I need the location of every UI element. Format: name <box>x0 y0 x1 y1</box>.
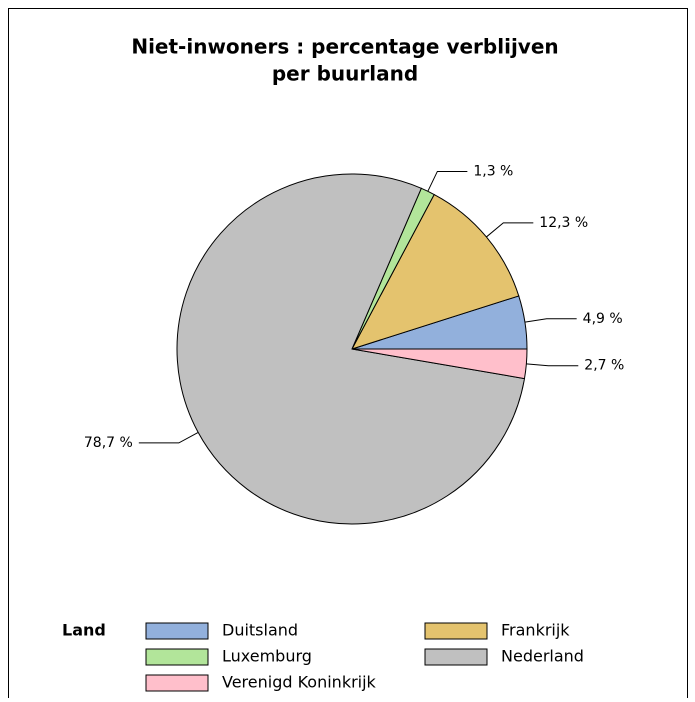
pie-slice <box>176 173 526 525</box>
leader-line <box>138 431 199 444</box>
chart-title: per buurland <box>272 62 418 86</box>
data-label: 12,3 % <box>539 215 588 231</box>
data-label: 78,7 % <box>84 435 133 451</box>
legend-label: Verenigd Koninkrijk <box>222 673 377 692</box>
leader-line <box>486 222 534 238</box>
legend-label: Duitsland <box>222 621 298 640</box>
legend-swatch <box>424 622 488 640</box>
chart-title: Niet-inwoners : percentage verblijven <box>131 35 558 59</box>
legend-label: Frankrijk <box>501 621 570 640</box>
leader-line <box>526 363 579 367</box>
legend-title: Land <box>62 621 106 640</box>
legend-label: Nederland <box>501 647 584 666</box>
legend-swatch <box>424 648 488 666</box>
data-label: 1,3 % <box>473 163 513 179</box>
data-label: 2,7 % <box>584 358 624 374</box>
leader-line <box>524 318 577 323</box>
data-label: 4,9 % <box>583 311 623 327</box>
pie-slice <box>350 193 520 350</box>
legend-swatch <box>145 648 209 666</box>
legend-label: Luxemburg <box>222 647 312 666</box>
legend-swatch <box>145 674 209 692</box>
leader-line <box>427 170 468 192</box>
legend-swatch <box>145 622 209 640</box>
